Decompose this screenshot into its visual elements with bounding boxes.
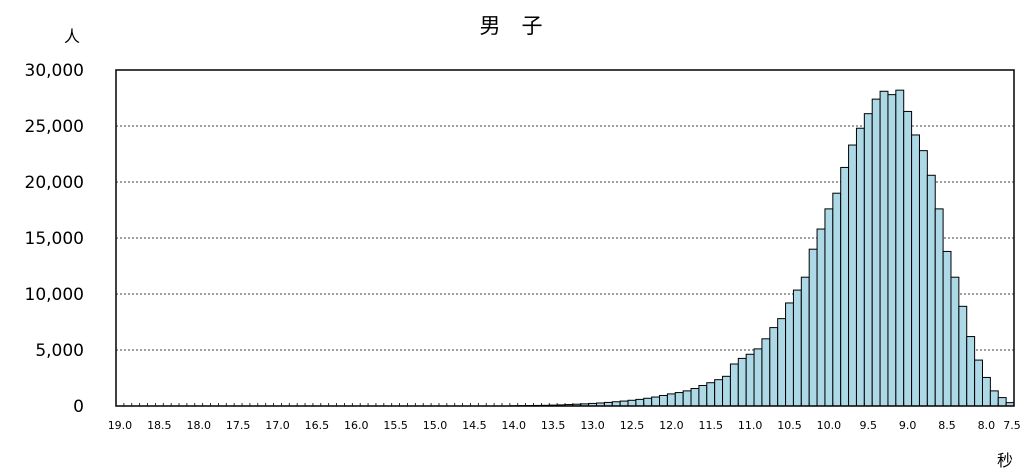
bar (974, 359, 983, 407)
bar (942, 250, 952, 407)
bar (651, 396, 661, 407)
x-tick-label: 12.0 (659, 419, 684, 432)
bar (722, 375, 731, 407)
x-tick-label: 18.5 (147, 419, 172, 432)
y-tick-label: 20,000 (25, 173, 84, 193)
bar (761, 338, 771, 407)
bar (863, 113, 873, 407)
y-tick-label: 10,000 (25, 285, 84, 305)
bar (989, 390, 999, 407)
bar (635, 398, 645, 407)
bar (659, 394, 668, 407)
bar (627, 399, 637, 407)
bar (643, 397, 653, 407)
bar (903, 110, 913, 407)
bar (666, 393, 676, 407)
x-tick-label: 17.0 (265, 419, 290, 432)
bar (832, 192, 842, 407)
x-tick-label: 16.5 (305, 419, 330, 432)
x-tick-label: 18.0 (186, 419, 211, 432)
y-axis-ticks: 0 5,000 10,000 15,000 20,000 25,000 30,000 (25, 61, 84, 417)
bar (800, 276, 810, 407)
bar (871, 98, 881, 407)
chart-title: 男 子 (480, 14, 543, 38)
plot-frame (115, 69, 1015, 407)
x-tick-label: 15.5 (383, 419, 408, 432)
bar (737, 357, 747, 407)
x-axis-ticks: 19.0 18.5 18.0 17.5 17.0 16.5 16.0 15.5 15.0 14.5… (108, 403, 1021, 432)
x-tick-label: 8.5 (938, 419, 956, 432)
bar (816, 228, 826, 407)
bar (753, 348, 763, 407)
bar (926, 174, 936, 407)
bar (769, 327, 779, 407)
x-tick-label: 12.5 (620, 419, 645, 432)
bar (824, 208, 834, 407)
x-tick-label: 13.0 (580, 419, 605, 432)
bar (958, 305, 968, 407)
bar (950, 276, 960, 407)
bar (966, 336, 976, 407)
bar (840, 166, 850, 407)
x-tick-label: 10.5 (777, 419, 802, 432)
x-tick-label: 10.0 (817, 419, 842, 432)
x-tick-label: 11.5 (698, 419, 723, 432)
bar (682, 390, 692, 407)
y-tick-label: 25,000 (25, 117, 84, 137)
bar (895, 89, 905, 407)
x-tick-label: 13.5 (541, 419, 566, 432)
bar (934, 208, 944, 407)
bar (981, 376, 991, 407)
y-tick-label: 30,000 (25, 61, 84, 81)
bar (887, 94, 897, 407)
bar (911, 134, 920, 407)
bar (698, 385, 708, 407)
x-axis-unit-label: 秒 (997, 451, 1013, 470)
bar (808, 248, 818, 407)
x-tick-label: 16.0 (344, 419, 369, 432)
bar (785, 302, 794, 407)
bar (855, 127, 865, 407)
x-tick-label: 8.0 (978, 419, 996, 432)
bars (509, 89, 1015, 407)
bar (777, 318, 787, 407)
bar (792, 289, 802, 407)
x-tick-label: 7.5 (1003, 419, 1021, 432)
bar (674, 392, 684, 407)
x-tick-label: 14.5 (462, 419, 487, 432)
bar (729, 363, 739, 407)
bar (690, 388, 700, 407)
bar (848, 144, 857, 407)
y-tick-label: 5,000 (35, 341, 84, 361)
x-tick-label: 17.5 (226, 419, 251, 432)
x-tick-label: 9.0 (899, 419, 917, 432)
x-tick-label: 9.5 (860, 419, 878, 432)
y-tick-label: 0 (73, 397, 84, 417)
bar (997, 397, 1007, 407)
bar (745, 353, 755, 407)
bar (706, 382, 716, 407)
x-tick-label: 11.0 (738, 419, 763, 432)
y-tick-label: 15,000 (25, 229, 84, 249)
x-tick-label: 19.0 (108, 419, 133, 432)
x-tick-label: 15.0 (423, 419, 448, 432)
y-axis-unit-label: 人 (64, 27, 80, 46)
x-tick-label: 14.0 (502, 419, 527, 432)
bar (714, 379, 724, 407)
bar (879, 90, 889, 407)
bar (918, 150, 928, 407)
